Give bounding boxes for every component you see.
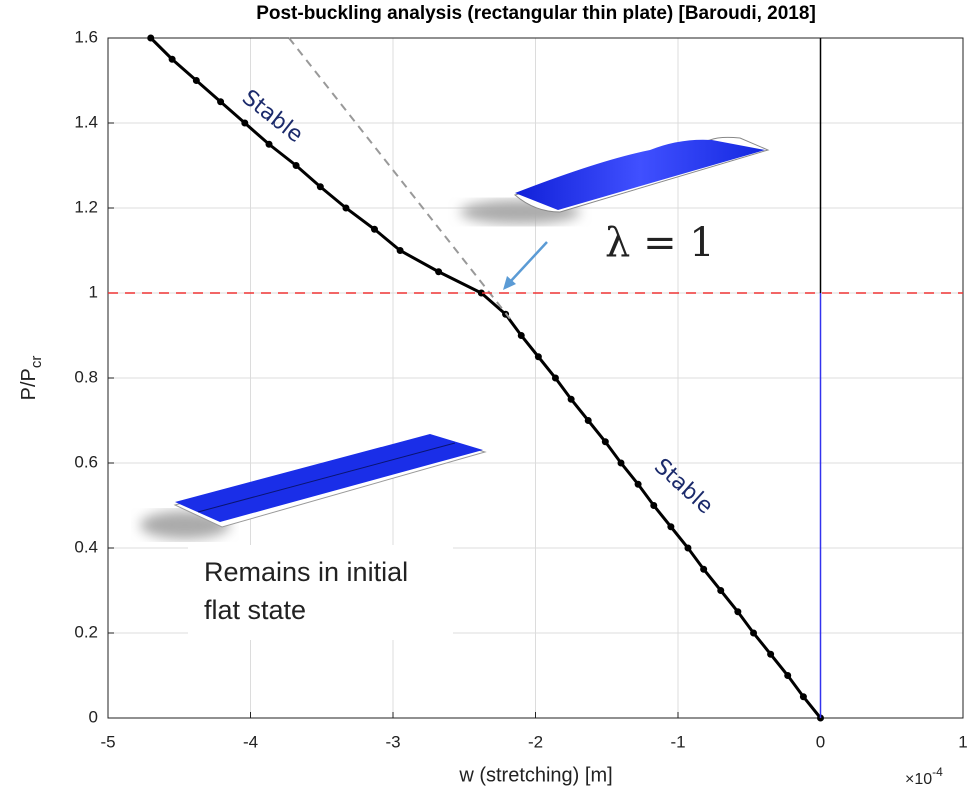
x-tick-label: -3: [385, 732, 400, 751]
exponent-base: ×10: [905, 771, 932, 788]
point: [435, 268, 443, 276]
point: [584, 417, 592, 424]
arrow: [509, 241, 548, 283]
annotation: Remains in initial: [204, 557, 408, 587]
x-tick-label: -5: [100, 732, 115, 751]
point: [667, 523, 675, 531]
point: [601, 438, 609, 446]
y-tick-label: 0.4: [74, 537, 98, 556]
point: [617, 459, 625, 467]
flat-plate: [140, 434, 487, 539]
annotation: Stable: [237, 85, 307, 148]
annotation: λ = 1: [605, 220, 715, 266]
y-label-sub: cr: [28, 356, 45, 369]
exponent-power: -4: [932, 765, 943, 779]
chart-title: Post-buckling analysis (rectangular thin…: [256, 3, 816, 24]
x-tick-label: -2: [528, 732, 543, 751]
point: [567, 395, 575, 403]
point: [717, 587, 725, 594]
y-tick-label: 1.4: [74, 112, 98, 131]
note-box: [188, 545, 453, 640]
point: [784, 672, 792, 679]
point: [477, 289, 485, 297]
y-tick-label: 0.6: [74, 452, 98, 471]
x-axis-label: w (stretching) [m]: [458, 764, 612, 786]
point: [316, 183, 324, 191]
y-tick-label: 1.2: [74, 197, 98, 216]
annotation: flat state: [204, 595, 306, 625]
plot-frame: [107, 37, 964, 719]
point: [168, 55, 176, 63]
point: [551, 374, 559, 382]
x-tick-label: -1: [670, 732, 685, 751]
arrow-head: [503, 276, 516, 290]
point: [292, 162, 300, 169]
y-axis-label: P/Pcr: [18, 356, 45, 401]
y-tick-label: 1: [89, 282, 98, 301]
point: [396, 247, 404, 254]
y-tick-label: 0.2: [74, 622, 98, 641]
x-tick-label: -4: [243, 732, 258, 751]
point: [634, 480, 642, 488]
point: [684, 544, 692, 552]
point: [799, 693, 807, 701]
y-tick-label: 0: [89, 707, 98, 726]
y-tick-label: 0.8: [74, 367, 98, 386]
point: [370, 225, 378, 233]
point: [517, 332, 525, 339]
buckled-plate: [460, 136, 770, 224]
point: [192, 77, 200, 84]
point: [265, 140, 273, 148]
point: [734, 608, 742, 616]
point: [534, 353, 542, 361]
point: [767, 650, 775, 658]
series-line: [288, 37, 511, 320]
point: [217, 98, 225, 106]
point: [147, 34, 155, 42]
x-exponent: ×10-4: [905, 765, 943, 788]
point: [700, 565, 708, 573]
point: [650, 502, 658, 509]
y-tick-label: 1.6: [74, 27, 98, 46]
y-label-main: P/P: [18, 368, 40, 400]
point: [342, 204, 350, 212]
point: [750, 629, 758, 637]
x-tick-label: 0: [816, 732, 825, 751]
x-tick-label: 1: [958, 732, 967, 751]
point: [241, 119, 249, 127]
annotation: Stable: [649, 454, 718, 519]
